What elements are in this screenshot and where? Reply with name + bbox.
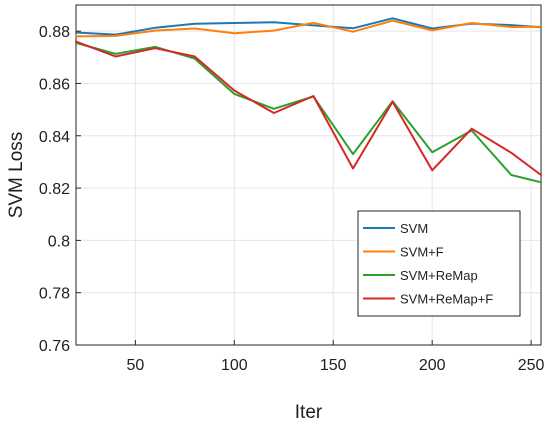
x-tick-label: 200 — [419, 357, 446, 374]
y-tick-label: 0.86 — [39, 76, 70, 93]
legend-item: SVM+ReMap — [363, 268, 478, 283]
legend-item: SVM+F — [363, 245, 444, 260]
y-tick-label: 0.82 — [39, 181, 70, 198]
x-axis-label: Iter — [295, 402, 323, 423]
y-axis-label: SVM Loss — [6, 132, 27, 219]
tick-labels: 0.76 0.78 0.8 0.82 0.84 0.86 0.88 50 100 150 200 25… — [39, 24, 545, 374]
legend-label: SVM+ReMap — [400, 268, 478, 283]
y-tick-label: 0.84 — [39, 129, 70, 146]
legend: SVM SVM+F SVM+ReMap SVM+ReMap+F — [357, 210, 521, 317]
legend-item: SVM+ReMap+F — [363, 292, 493, 307]
y-tick-label: 0.88 — [39, 24, 70, 41]
x-tick-label: 100 — [221, 357, 248, 374]
x-tick-label: 50 — [126, 357, 144, 374]
y-tick-label: 0.76 — [39, 338, 70, 355]
series-lines — [75, 17, 542, 184]
x-tick-label: 250 — [518, 357, 545, 374]
series-line-svm-remap-f — [75, 40, 542, 176]
series-line-svm-f — [75, 19, 542, 38]
y-tick-label: 0.78 — [39, 286, 70, 303]
legend-label: SVM — [400, 221, 428, 236]
legend-label: SVM+F — [400, 245, 444, 260]
legend-item: SVM — [363, 221, 428, 236]
y-tick-label: 0.8 — [48, 233, 70, 250]
x-tick-label: 150 — [320, 357, 347, 374]
legend-label: SVM+ReMap+F — [400, 292, 493, 307]
